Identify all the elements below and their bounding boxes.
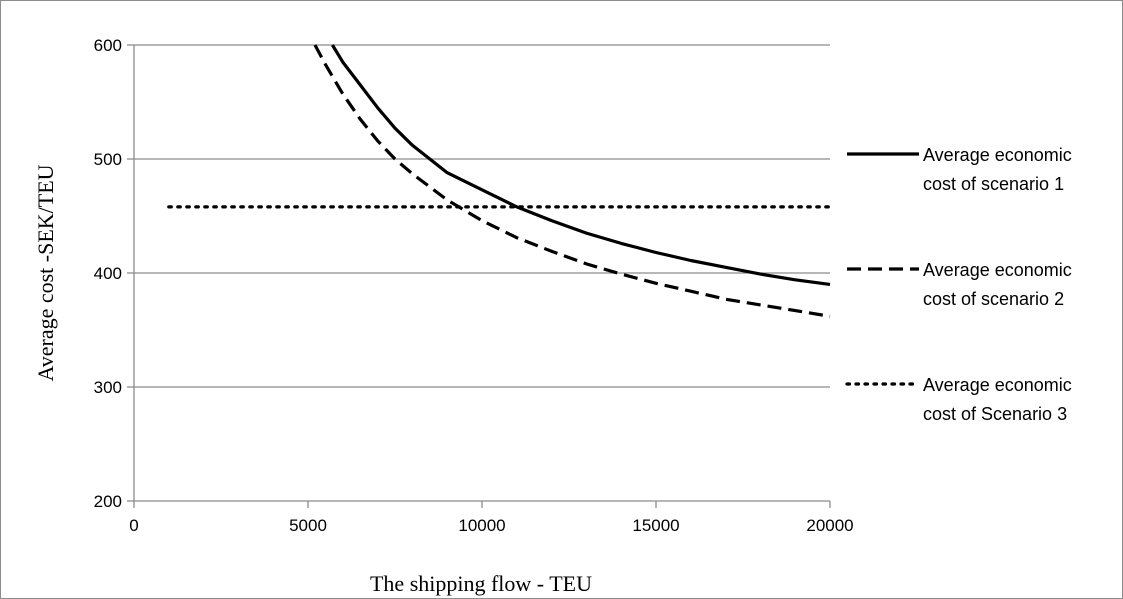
x-tick-label: 10000 — [458, 516, 505, 535]
series-layer — [167, 44, 832, 318]
legend-layer: Average economic cost of scenario 1 Averag… — [845, 145, 1072, 424]
x-tick-label: 0 — [129, 516, 138, 535]
legend-label-1: cost of scenario 1 — [923, 174, 1064, 194]
axis-layer: 200 300 400 500 600 0 5000 10000 15000 20000 — [94, 36, 854, 535]
series-line-1 — [331, 44, 831, 286]
legend-label-2: Average economic — [923, 260, 1072, 280]
legend-label-1: Average economic — [923, 145, 1072, 165]
y-tick-label: 600 — [94, 36, 122, 55]
y-tick-label: 300 — [94, 378, 122, 397]
legend-label-3: cost of Scenario 3 — [923, 404, 1067, 424]
x-tick-label: 5000 — [289, 516, 327, 535]
x-axis-title: The shipping flow - TEU — [370, 571, 592, 596]
x-tick-label: 15000 — [632, 516, 679, 535]
grid-layer — [134, 44, 830, 388]
legend-label-3: Average economic — [923, 375, 1072, 395]
x-tick-label: 20000 — [806, 516, 853, 535]
y-tick-label: 200 — [94, 492, 122, 511]
legend-label-2: cost of scenario 2 — [923, 289, 1064, 309]
series-line-2 — [313, 44, 831, 318]
y-tick-label: 500 — [94, 150, 122, 169]
y-tick-label: 400 — [94, 264, 122, 283]
y-axis-title: Average cost -SEK/TEU — [33, 164, 58, 381]
